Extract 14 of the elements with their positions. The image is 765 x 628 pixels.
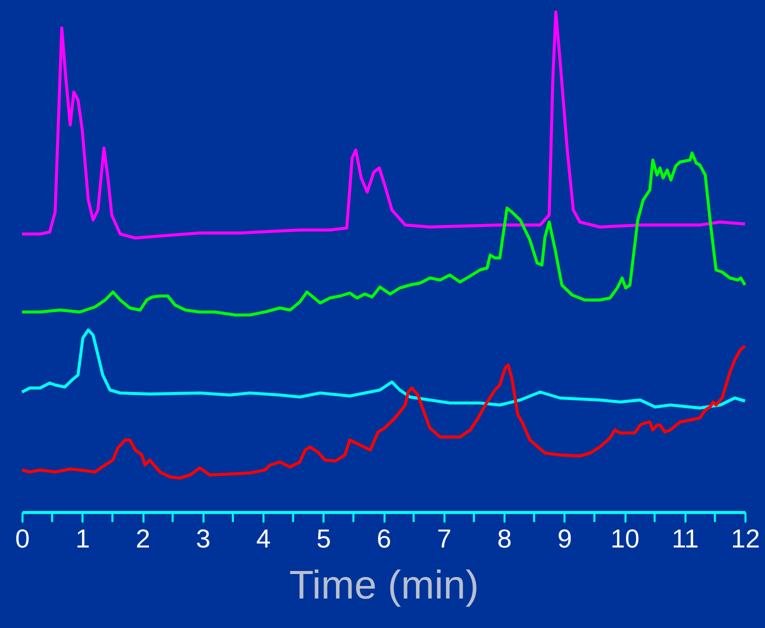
x-tick-label: 2 bbox=[136, 524, 150, 554]
x-tick-label: 7 bbox=[437, 524, 452, 554]
x-tick-label: 6 bbox=[376, 524, 392, 554]
x-tick-label: 1 bbox=[76, 524, 90, 554]
x-tick-label: 0 bbox=[15, 524, 30, 554]
x-tick-label: 9 bbox=[558, 524, 572, 554]
x-tick-label: 10 bbox=[610, 524, 640, 554]
x-tick-label: 11 bbox=[672, 524, 699, 554]
x-axis-title: Time (min) bbox=[289, 564, 479, 608]
x-tick-label: 5 bbox=[316, 524, 331, 554]
x-tick-label: 12 bbox=[731, 524, 760, 554]
x-tick-label: 3 bbox=[196, 524, 210, 554]
x-tick-label: 4 bbox=[256, 524, 271, 554]
x-tick-label: 8 bbox=[497, 524, 512, 554]
